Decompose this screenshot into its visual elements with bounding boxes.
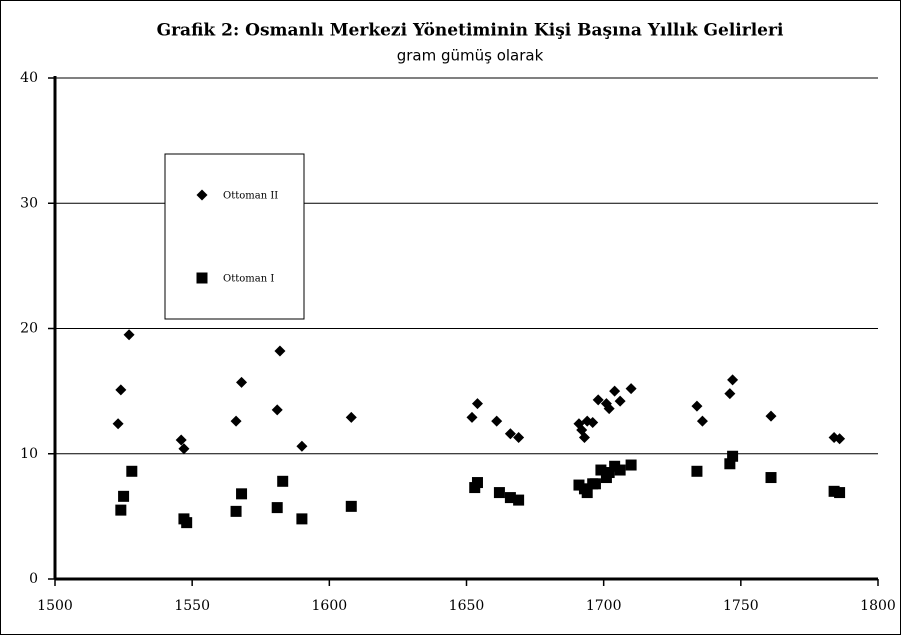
square-point [118, 490, 130, 502]
x-tick-label: 1800 [860, 598, 896, 614]
square-point [513, 494, 525, 506]
y-tick-label: 10 [20, 446, 38, 462]
diamond-point [230, 415, 242, 427]
diamond-point [123, 329, 135, 341]
diamond-point [471, 398, 483, 410]
square-point [603, 467, 615, 479]
x-tick-label: 1650 [449, 598, 485, 614]
diamond-point [178, 443, 190, 455]
square-point [765, 472, 777, 484]
x-tick-label: 1750 [723, 598, 759, 614]
legend-label: Ottoman II [223, 191, 278, 202]
square-point [196, 272, 208, 284]
diamond-point [834, 433, 846, 445]
diamond-point [587, 416, 599, 428]
diamond-point [727, 374, 739, 386]
legend-label: Ottoman I [223, 274, 274, 285]
square-point [589, 478, 601, 490]
square-point [126, 465, 138, 477]
y-tick-label: 0 [29, 571, 38, 587]
diamond-point [625, 383, 637, 395]
diamond-point [274, 345, 286, 357]
chart-subtitle: gram gümüş olarak [397, 47, 544, 65]
diamond-point [466, 411, 478, 423]
diamond-point [592, 394, 604, 406]
square-point [504, 492, 516, 504]
diamond-point [504, 428, 516, 440]
y-tick-label: 20 [20, 321, 38, 337]
square-point [471, 477, 483, 489]
diamond-point [196, 189, 208, 201]
legend-box [164, 153, 305, 320]
square-point [236, 488, 248, 500]
chart-title: Grafik 2: Osmanlı Merkezi Yönetiminin Ki… [157, 21, 784, 41]
x-tick-label: 1700 [586, 598, 622, 614]
diamond-point [609, 385, 621, 397]
x-tick-label: 1550 [174, 598, 210, 614]
diamond-point [513, 431, 525, 443]
diamond-point [614, 395, 626, 407]
diamond-point [112, 418, 124, 430]
diamond-point [236, 376, 248, 388]
diamond-point [696, 415, 708, 427]
square-point [581, 487, 593, 499]
diamond-point [115, 384, 127, 396]
square-point [727, 450, 739, 462]
x-tick-label: 1600 [312, 598, 348, 614]
square-point [493, 487, 505, 499]
square-point [724, 458, 736, 470]
square-point [271, 502, 283, 514]
diamond-point [271, 404, 283, 416]
x-tick-label: 1500 [37, 598, 73, 614]
square-point [277, 475, 289, 487]
diamond-point [491, 415, 503, 427]
square-point [230, 505, 242, 517]
square-point [181, 517, 193, 529]
square-point [296, 513, 308, 525]
diamond-point [691, 400, 703, 412]
square-point [614, 464, 626, 476]
square-point [115, 504, 127, 516]
square-point [345, 500, 357, 512]
diamond-point [724, 388, 736, 400]
diamond-point [175, 434, 187, 446]
square-point [691, 465, 703, 477]
diamond-point [345, 411, 357, 423]
diamond-point [603, 403, 615, 415]
square-point [595, 464, 607, 476]
diamond-point [765, 410, 777, 422]
y-tick-label: 40 [20, 70, 38, 86]
diamond-point [578, 431, 590, 443]
y-tick-label: 30 [20, 195, 38, 211]
square-point [834, 487, 846, 499]
diamond-point [296, 440, 308, 452]
square-point [625, 459, 637, 471]
